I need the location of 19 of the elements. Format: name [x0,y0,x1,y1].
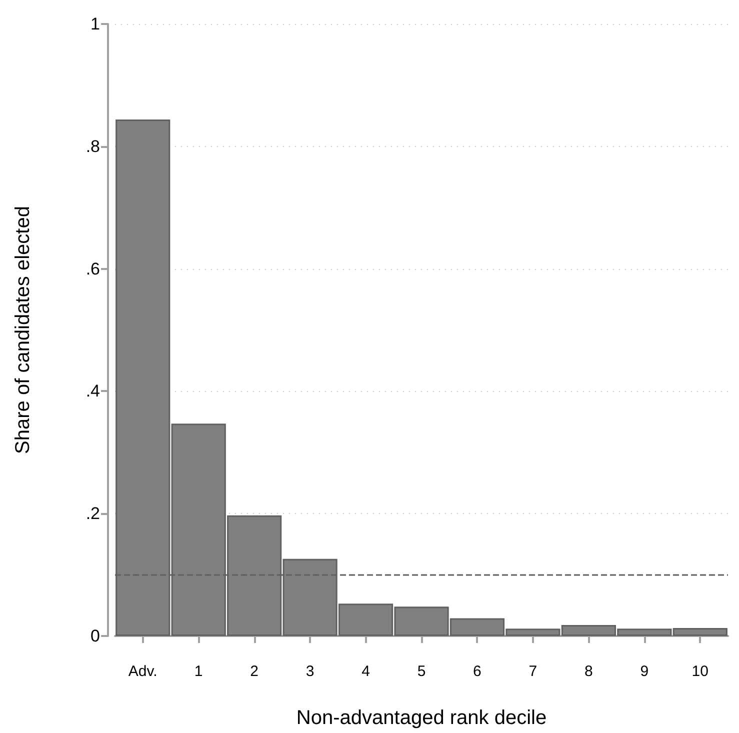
y-axis-title: Share of candidates elected [12,206,34,454]
x-axis-title: Non-advantaged rank decile [296,707,547,729]
x-tick-label: 10 [692,663,708,680]
y-tick-label: 0 [90,626,100,646]
y-tick-label: .2 [86,504,100,524]
x-tick-label: 9 [640,663,649,680]
x-tick-label: Adv. [128,663,158,680]
x-tick-label: 3 [306,663,314,680]
x-tick-label: 4 [362,663,370,680]
x-tick-label: 8 [584,663,593,680]
x-tick-label: 2 [250,663,258,680]
x-tick-label: 5 [417,663,426,680]
x-tick-label: 6 [473,663,482,680]
y-tick-label: .6 [86,259,100,278]
x-tick-label: 7 [528,663,538,680]
y-tick-label: .4 [86,382,100,401]
y-tick-label: 1 [90,14,100,34]
y-tick-label: .8 [86,136,100,156]
x-tick-label: 1 [194,663,203,680]
